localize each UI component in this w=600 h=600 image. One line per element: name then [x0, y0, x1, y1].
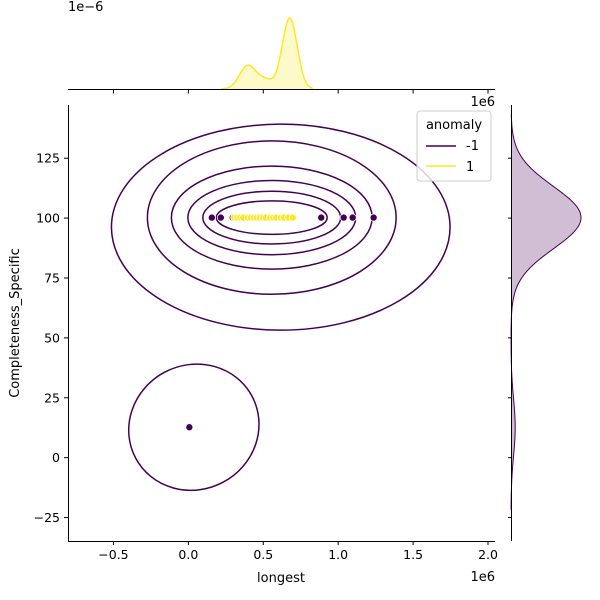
right-marginal-ticks: [508, 157, 512, 519]
x-tick-label: 0.5: [253, 547, 273, 562]
top-marginal-ticks: [112, 89, 489, 94]
point-series--1: [216, 213, 225, 222]
x-tick-label: 0.0: [178, 547, 198, 562]
y-tick-label: 0: [52, 450, 60, 465]
top-marginal-panel: 1e−6: [68, 0, 495, 94]
x-tick-label: −0.5: [98, 547, 128, 562]
kde-contour-upper-6: [215, 200, 328, 236]
main-axes: −0.5 0.0 0.5 1.0 1.5 2.0 −25 0 25 50 75 100 125 lon…: [8, 95, 498, 586]
x-axis-ticks: −0.5 0.0 0.5 1.0 1.5 2.0: [98, 541, 498, 562]
top-marginal-offset-text: 1e−6: [68, 0, 103, 15]
point-series--1: [317, 213, 326, 222]
point-series--1: [369, 213, 378, 222]
right-marginal-panel: [508, 105, 582, 541]
x-axis-label: longest: [257, 571, 305, 586]
kde-contours: [110, 123, 451, 492]
y-tick-label: 100: [36, 211, 60, 226]
point-series--1: [207, 213, 216, 222]
y-tick-label: 25: [44, 390, 60, 405]
x-axis-offset-text: 1e6: [470, 570, 495, 585]
legend: anomaly -1 1: [416, 110, 492, 182]
point-series--1: [348, 213, 357, 222]
y-axis-offset-text: 1e6: [470, 95, 495, 110]
point-series--1: [185, 423, 194, 432]
legend-label-pos: 1: [466, 160, 474, 175]
y-tick-label: −25: [34, 510, 60, 525]
point-series--1: [339, 213, 348, 222]
legend-title: anomaly: [426, 118, 482, 133]
point-series-1: [288, 213, 297, 222]
kde-contour-upper-2: [146, 140, 397, 296]
y-tick-label: 75: [44, 270, 60, 285]
x-tick-label: 1.0: [328, 547, 348, 562]
x-tick-label: 2.0: [478, 547, 498, 562]
scatter-points: [185, 213, 378, 432]
y-axis-ticks: −25 0 25 50 75 100 125: [34, 151, 68, 525]
legend-label-neg: -1: [466, 139, 479, 154]
y-tick-label: 50: [44, 330, 60, 345]
y-axis-label: Completeness_Specific: [8, 248, 23, 398]
kde-contour-lower-1: [127, 363, 260, 492]
top-marginal-kde-fill: [220, 18, 314, 89]
top-marginal-kde-line: [220, 17, 314, 90]
x-tick-label: 1.5: [403, 547, 423, 562]
y-tick-label: 125: [36, 151, 60, 166]
right-marginal-kde-fill: [511, 114, 581, 510]
kde-contour-upper-1: [110, 123, 451, 331]
